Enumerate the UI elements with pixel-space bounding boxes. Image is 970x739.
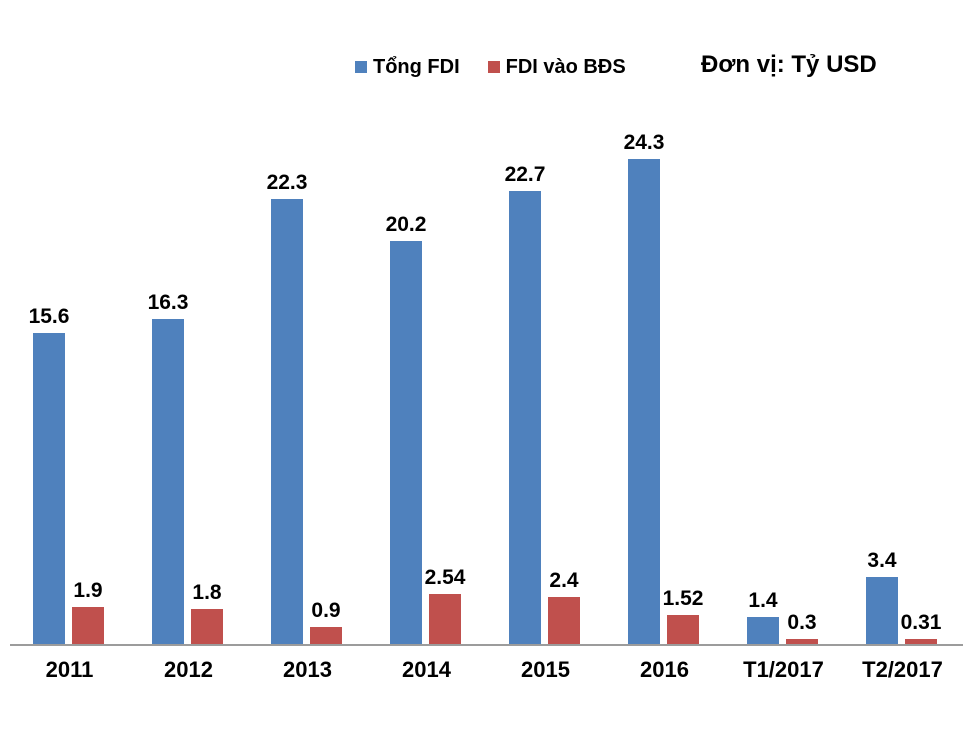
total-fdi-value-label-T1/2017: 1.4: [748, 589, 778, 612]
x-axis-line: [10, 644, 963, 646]
category-label-2014: 2014: [402, 657, 451, 682]
category-label-2015: 2015: [521, 657, 570, 682]
unit-caption: Đơn vị: Tỷ USD: [701, 51, 877, 78]
fdi-bds-value-label-T1/2017: 0.3: [787, 611, 817, 634]
legend-marker-tong-fdi: [355, 61, 367, 73]
legend-item-fdi-bds: FDI vào BĐS: [487, 55, 626, 79]
category-label-2012: 2012: [164, 657, 213, 682]
fdi-bds-value-label-2016: 1.52: [662, 586, 704, 610]
fdi-bds-value-label-2013: 0.9: [311, 599, 341, 622]
fdi-bds-value-label-2015: 2.4: [549, 569, 579, 592]
fdi-bds-value-label-2014: 2.54: [424, 566, 466, 590]
fdi-bds-bar-2013: [310, 627, 342, 645]
legend-label-tong-fdi: Tổng FDI: [373, 56, 460, 78]
total-fdi-value-label-2011: 15.6: [28, 305, 70, 328]
fdi-bds-bar-2011: [72, 607, 104, 645]
category-label-2016: 2016: [640, 657, 689, 682]
fdi-bds-value-label-2012: 1.8: [192, 581, 222, 604]
total-fdi-value-label-2016: 24.3: [623, 131, 665, 154]
total-fdi-value-label-2014: 20.2: [385, 213, 427, 236]
fdi-bds-value-label-T2/2017: 0.31: [900, 610, 942, 634]
total-fdi-value-label-T2/2017: 3.4: [867, 549, 897, 572]
legend-item-tong-fdi: Tổng FDI: [355, 55, 460, 79]
fdi-bds-bar-2014: [429, 594, 461, 645]
category-label-2013: 2013: [283, 657, 332, 682]
legend-label-fdi-bds: FDI vào BĐS: [505, 56, 626, 78]
total-fdi-bar-2011: [33, 333, 65, 645]
total-fdi-bar-2016: [628, 159, 660, 645]
fdi-bds-value-label-2011: 1.9: [73, 579, 103, 602]
category-label-2011: 2011: [45, 657, 94, 682]
total-fdi-bar-2015: [509, 191, 541, 645]
total-fdi-bar-T1/2017: [747, 617, 779, 645]
category-label-T2/2017: T2/2017: [862, 657, 943, 682]
fdi-bds-bar-2012: [191, 609, 223, 645]
x-axis-labels: 2011 2012 2013 2014 2015 2016 T1/2017 T2/2017: [0, 657, 970, 687]
fdi-bds-bar-2015: [548, 597, 580, 645]
total-fdi-bar-2013: [271, 199, 303, 645]
legend-marker-fdi-bds: [487, 61, 500, 73]
fdi-bds-bar-2016: [667, 614, 699, 645]
total-fdi-value-label-2013: 22.3: [266, 171, 308, 194]
chart-legend: Tổng FDI FDI vào BĐS: [355, 55, 626, 79]
total-fdi-value-label-2012: 16.3: [147, 291, 189, 314]
total-fdi-value-label-2015: 22.7: [504, 163, 546, 186]
fdi-bds-bar-T1/2017: [786, 639, 818, 645]
category-label-T1/2017: T1/2017: [743, 657, 824, 682]
plot-area: 15.6 1.9 16.3 1.8 22.3 0.9 20.2 2.54 22.7 2.4 24.3…: [28, 131, 942, 645]
total-fdi-bar-2012: [152, 319, 184, 645]
fdi-bds-bar-T2/2017: [905, 638, 937, 645]
total-fdi-bar-2014: [390, 241, 422, 645]
total-fdi-bar-T2/2017: [866, 577, 898, 645]
